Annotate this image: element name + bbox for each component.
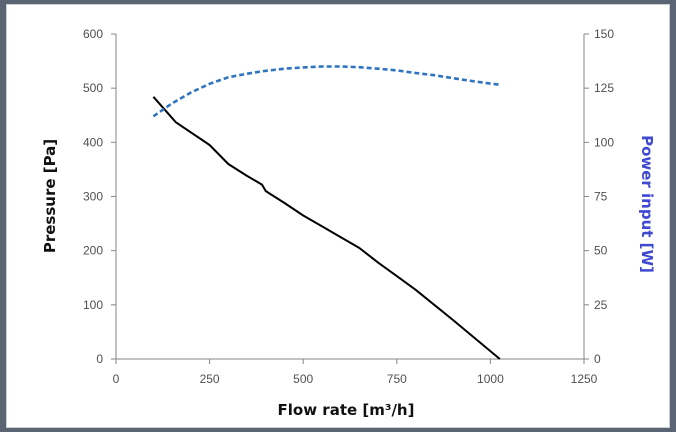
y-tick-label: 0 bbox=[96, 352, 103, 366]
y-tick-label: 200 bbox=[83, 244, 103, 258]
x-tick-label: 0 bbox=[113, 372, 120, 386]
y-axis-title: Pressure [Pa] bbox=[41, 139, 59, 253]
y2-tick-label: 150 bbox=[594, 27, 614, 41]
chart-frame bbox=[6, 4, 670, 428]
series-layer bbox=[152, 65, 501, 360]
axes: 0 100 200 300 400 500 600 0 25 50 75 100 125 150 0 250 5… bbox=[83, 27, 614, 386]
x-tick-label: 500 bbox=[293, 372, 313, 386]
pressure-series-line bbox=[152, 96, 501, 360]
x-tick-label: 750 bbox=[387, 372, 407, 386]
y-tick-label: 600 bbox=[83, 27, 103, 41]
y2-tick-label: 50 bbox=[594, 244, 608, 258]
power-input-series-line bbox=[152, 65, 500, 118]
y-tick-label: 500 bbox=[83, 81, 103, 95]
x-axis-title: Flow rate [m³/h] bbox=[278, 401, 415, 419]
y2-tick-label: 100 bbox=[594, 135, 614, 149]
y2-tick-label: 75 bbox=[594, 190, 608, 204]
y-tick-label: 400 bbox=[83, 135, 103, 149]
y2-tick-label: 25 bbox=[594, 298, 608, 312]
y2-tick-label: 0 bbox=[594, 352, 601, 366]
x-tick-label: 1000 bbox=[477, 372, 504, 386]
y2-tick-label: 125 bbox=[594, 81, 614, 95]
y-tick-label: 300 bbox=[83, 190, 103, 204]
y2-axis-title: Power input [W] bbox=[638, 135, 656, 273]
x-tick-label: 1250 bbox=[571, 372, 598, 386]
y-tick-label: 100 bbox=[83, 298, 103, 312]
x-tick-label: 250 bbox=[200, 372, 220, 386]
